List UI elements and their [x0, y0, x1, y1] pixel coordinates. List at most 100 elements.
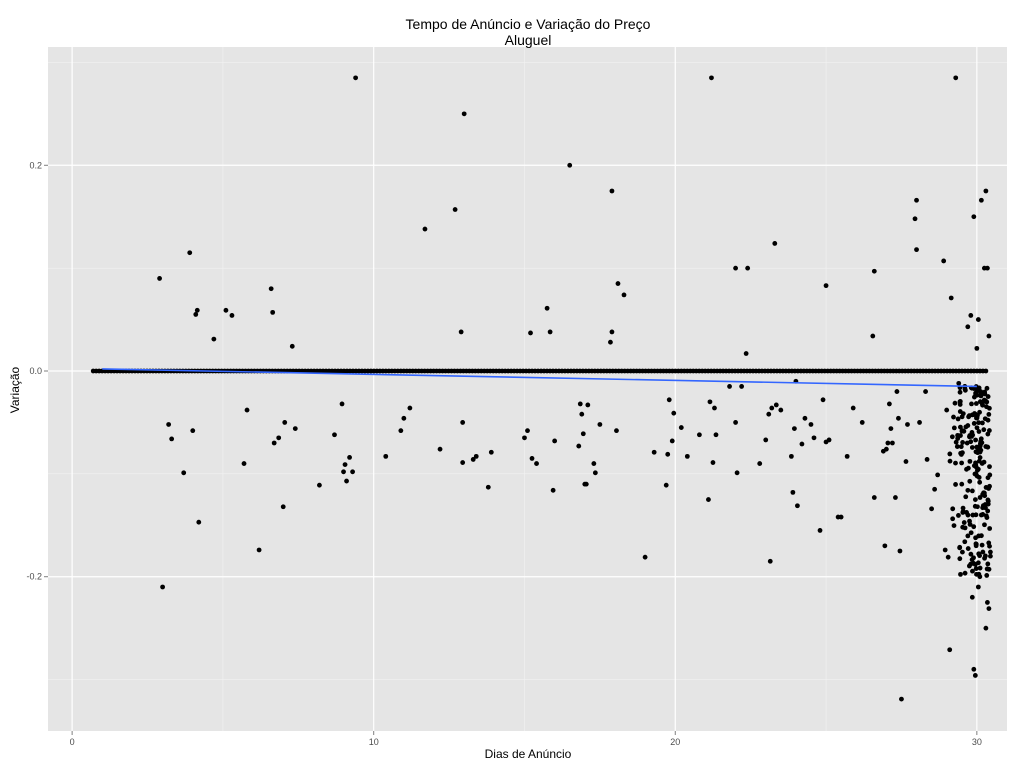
scatter-points — [157, 75, 993, 702]
data-point — [897, 548, 903, 554]
data-point — [974, 345, 980, 351]
data-point — [268, 286, 274, 292]
data-point — [984, 385, 990, 391]
data-point — [985, 561, 991, 567]
data-point — [958, 450, 964, 456]
data-point — [978, 447, 984, 453]
data-point — [965, 324, 971, 330]
data-point — [975, 450, 980, 456]
data-point — [923, 389, 928, 394]
data-point — [969, 401, 974, 407]
data-point — [988, 553, 993, 559]
data-point — [968, 561, 974, 567]
data-point — [196, 519, 202, 525]
data-point — [579, 411, 585, 417]
data-point — [973, 566, 979, 572]
dense-point-cluster — [947, 384, 993, 578]
data-point — [969, 488, 975, 494]
chart-title: Tempo de Anúncio e Variação do Preço — [406, 16, 651, 32]
data-point — [608, 339, 613, 345]
data-point — [870, 333, 876, 339]
data-point — [470, 457, 476, 462]
data-point — [951, 425, 957, 431]
data-point — [885, 440, 891, 446]
data-point — [941, 258, 947, 264]
data-point — [713, 432, 719, 438]
data-point — [282, 420, 288, 425]
data-point — [317, 482, 322, 488]
data-point — [890, 440, 895, 446]
data-point — [244, 407, 250, 413]
data-point — [983, 485, 989, 490]
data-point — [280, 504, 286, 510]
data-point — [959, 460, 965, 466]
data-point — [485, 484, 491, 490]
data-point — [169, 436, 175, 442]
data-point — [948, 295, 954, 301]
data-point — [743, 351, 749, 356]
data-point — [960, 440, 966, 445]
x-axis-ticks: 0 10 20 30 — [70, 731, 982, 747]
data-point — [981, 459, 987, 465]
data-point — [973, 464, 979, 470]
data-point — [986, 606, 992, 611]
data-point — [942, 547, 948, 553]
data-point — [778, 407, 784, 413]
data-point — [769, 405, 775, 411]
data-point — [957, 556, 963, 562]
data-point — [978, 389, 984, 395]
data-point — [547, 329, 553, 335]
data-point — [954, 444, 960, 449]
data-point — [969, 594, 975, 600]
data-point — [984, 404, 989, 410]
data-point — [965, 487, 971, 493]
data-point — [984, 515, 990, 520]
data-point — [974, 571, 979, 577]
data-point — [772, 241, 778, 246]
data-point — [886, 401, 892, 407]
data-point — [914, 247, 919, 253]
data-point — [488, 449, 494, 455]
data-point — [893, 495, 898, 500]
data-point — [973, 541, 979, 547]
data-point — [974, 425, 980, 431]
x-tick-label: 10 — [369, 737, 379, 747]
data-point — [669, 438, 675, 444]
data-point — [924, 457, 930, 462]
data-point — [986, 333, 992, 339]
data-point — [972, 411, 978, 417]
data-point — [917, 420, 922, 425]
data-point — [983, 625, 989, 631]
data-point — [949, 434, 955, 440]
data-point — [292, 426, 298, 431]
plot-panel — [48, 47, 1007, 731]
trend-line — [102, 368, 977, 388]
y-tick-label: -0.2 — [26, 572, 42, 582]
data-point — [401, 415, 407, 421]
data-point — [663, 482, 669, 488]
y-axis-title: Variação — [8, 366, 22, 413]
data-point — [967, 478, 973, 484]
data-point — [983, 188, 989, 194]
data-point — [795, 503, 800, 509]
data-point — [871, 495, 877, 500]
data-point — [957, 409, 963, 414]
data-point — [977, 455, 983, 460]
data-point — [976, 429, 982, 434]
data-point — [899, 696, 904, 702]
data-point — [982, 522, 987, 528]
data-point — [965, 546, 971, 551]
data-point — [947, 451, 953, 457]
data-point — [905, 422, 910, 427]
data-point — [808, 422, 814, 427]
data-point — [978, 393, 984, 399]
data-point — [973, 437, 979, 443]
data-point — [591, 461, 597, 466]
data-point — [332, 432, 337, 438]
data-point — [987, 526, 993, 531]
data-point — [952, 400, 958, 406]
data-point — [932, 486, 938, 492]
data-point — [615, 281, 621, 286]
data-point — [437, 446, 443, 452]
data-point — [953, 482, 958, 487]
